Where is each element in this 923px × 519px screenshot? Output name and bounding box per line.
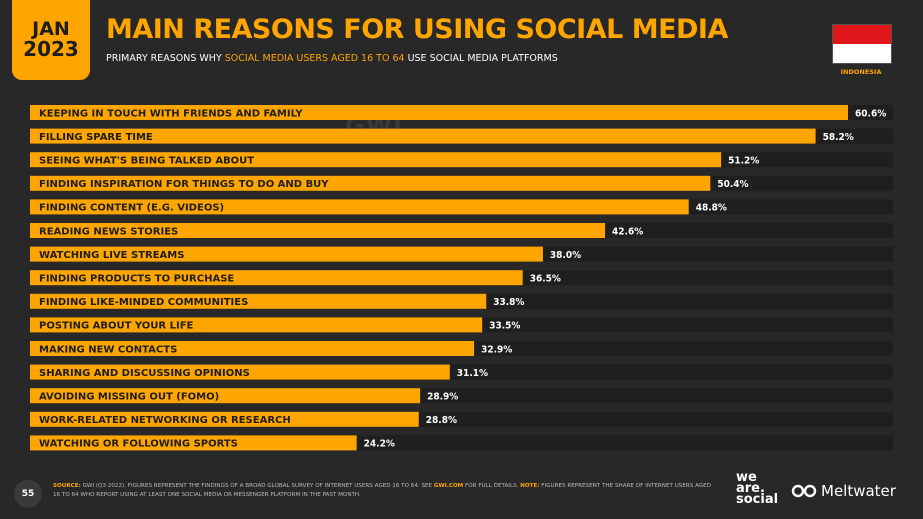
value-label: 50.4% xyxy=(717,179,748,190)
footer-note: SOURCE: GWI (Q3 2022). FIGURES REPRESENT… xyxy=(53,482,718,500)
subtitle-highlight: SOCIAL MEDIA USERS AGED 16 TO 64 xyxy=(224,53,405,64)
bar xyxy=(30,270,523,286)
bar xyxy=(30,341,475,356)
country-label: INDONESIA xyxy=(840,68,882,76)
page-number: 55 xyxy=(14,480,42,508)
value-label: 38.0% xyxy=(550,250,581,261)
category-label: FILLING SPARE TIME xyxy=(39,132,153,143)
category-label: SHARING AND DISCUSSING OPINIONS xyxy=(39,368,250,379)
page-subtitle: PRIMARY REASONS WHY SOCIAL MEDIA USERS A… xyxy=(106,53,558,64)
date-year: 2023 xyxy=(23,37,79,62)
value-label: 36.5% xyxy=(530,274,561,285)
source-link[interactable]: GWI.COM xyxy=(433,483,464,489)
date-badge: JAN 2023 xyxy=(12,0,90,80)
value-label: 33.8% xyxy=(493,297,524,308)
category-label: FINDING INSPIRATION FOR THINGS TO DO AND… xyxy=(39,179,329,190)
category-label: WATCHING LIVE STREAMS xyxy=(39,250,184,261)
value-label: 58.2% xyxy=(823,132,854,143)
flag-white-stripe xyxy=(833,44,891,63)
value-label: 51.2% xyxy=(728,156,759,167)
bar xyxy=(30,175,711,191)
page-title: MAIN REASONS FOR USING SOCIAL MEDIA xyxy=(106,14,728,45)
meltwater-label: Meltwater xyxy=(821,482,896,500)
category-label: FINDING PRODUCTS TO PURCHASE xyxy=(39,274,234,285)
note-label: NOTE: xyxy=(520,483,540,489)
value-label: 60.6% xyxy=(855,108,886,119)
bar xyxy=(30,246,543,262)
category-label: FINDING CONTENT (E.G. VIDEOS) xyxy=(39,203,224,214)
value-label: 24.2% xyxy=(364,439,395,450)
category-label: POSTING ABOUT YOUR LIFE xyxy=(39,321,194,332)
meltwater-icon xyxy=(791,484,817,498)
value-label: 48.8% xyxy=(696,203,727,214)
category-label: AVOIDING MISSING OUT (FOMO) xyxy=(39,392,219,403)
bar xyxy=(30,293,487,309)
bar xyxy=(30,128,816,144)
subtitle-pre: PRIMARY REASONS WHY xyxy=(106,53,225,64)
value-label: 31.1% xyxy=(457,368,488,379)
value-label: 42.6% xyxy=(612,226,643,237)
bar xyxy=(30,411,419,427)
value-label: 32.9% xyxy=(481,344,512,355)
category-label: KEEPING IN TOUCH WITH FRIENDS AND FAMILY xyxy=(39,108,303,119)
logo-are: are. xyxy=(736,481,765,496)
bar xyxy=(30,223,606,238)
bar xyxy=(30,364,450,380)
source-text-2: FOR FULL DETAILS. xyxy=(463,483,521,489)
bar xyxy=(30,388,421,404)
meltwater-logo: Meltwater xyxy=(791,482,896,500)
category-label: WORK-RELATED NETWORKING OR RESEARCH xyxy=(39,415,291,426)
bar xyxy=(30,199,689,215)
date-month: JAN xyxy=(32,17,70,40)
logo-social: social xyxy=(736,492,779,507)
bar xyxy=(30,105,848,120)
value-label: 33.5% xyxy=(489,321,520,332)
value-label: 28.9% xyxy=(427,392,458,403)
we-are-social-logo: we are. social xyxy=(736,470,779,507)
category-label: FINDING LIKE-MINDED COMMUNITIES xyxy=(39,297,248,308)
bar xyxy=(30,152,722,168)
logo-we: we xyxy=(736,470,757,485)
subtitle-post: USE SOCIAL MEDIA PLATFORMS xyxy=(404,53,558,64)
note-text: FIGURES REPRESENT THE SHARE OF INTERNET … xyxy=(53,483,712,498)
source-label: SOURCE: xyxy=(53,483,81,489)
category-label: READING NEWS STORIES xyxy=(39,226,178,237)
source-text-1: GWI (Q3 2022). FIGURES REPRESENT THE FIN… xyxy=(80,483,434,489)
bar xyxy=(30,317,483,333)
category-label: WATCHING OR FOLLOWING SPORTS xyxy=(39,439,238,450)
flag-red-stripe xyxy=(833,25,891,44)
indonesia-flag-icon xyxy=(832,24,892,64)
category-label: MAKING NEW CONTACTS xyxy=(39,344,177,355)
value-label: 28.8% xyxy=(426,415,457,426)
category-label: SEEING WHAT'S BEING TALKED ABOUT xyxy=(39,156,254,167)
bar xyxy=(30,435,357,451)
